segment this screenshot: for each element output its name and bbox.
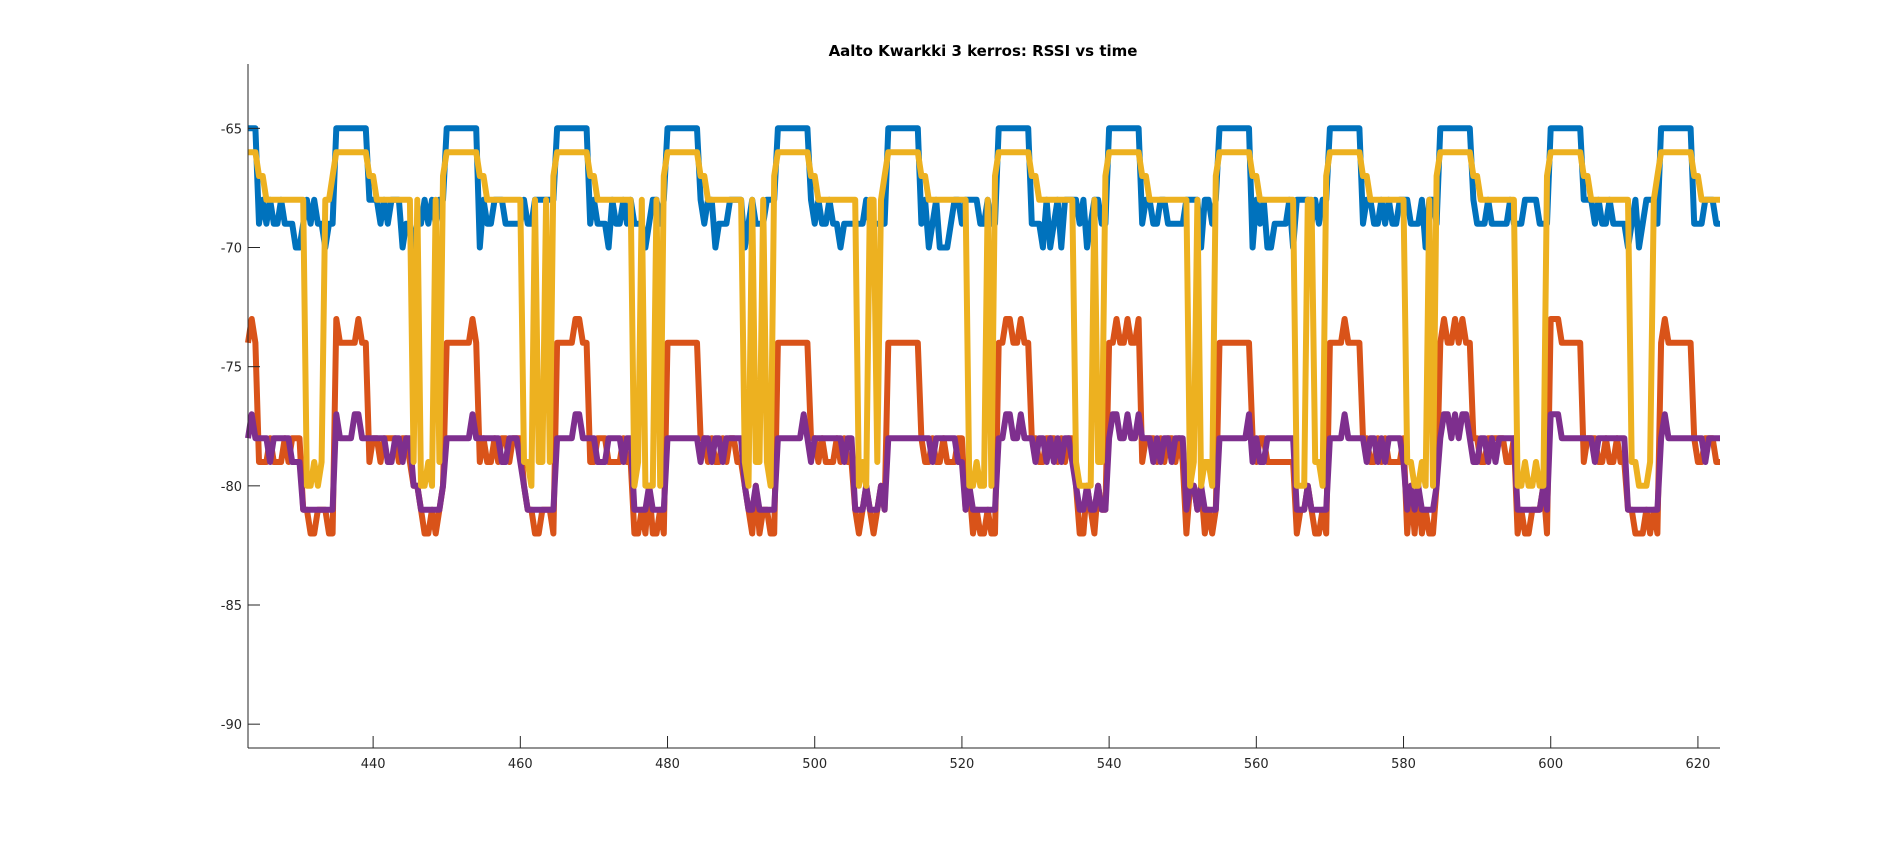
x-axis: 440 460 480 500 520 540 560 580 600 620 — [248, 736, 1720, 772]
x-tick-label: 480 — [655, 757, 680, 772]
plot-area — [245, 125, 1720, 537]
y-tick-label: -85 — [221, 599, 242, 614]
x-tick-label: 620 — [1686, 757, 1711, 772]
x-tick-label: 540 — [1097, 757, 1122, 772]
y-axis: -65 -70 -75 -80 -85 -90 — [221, 64, 260, 748]
x-tick-label: 560 — [1244, 757, 1269, 772]
y-tick-label: -70 — [221, 242, 242, 257]
x-tick-label: 520 — [950, 757, 975, 772]
series-yellow-line — [248, 149, 1720, 489]
series-blue-line — [248, 125, 1720, 251]
y-tick-label: -75 — [221, 361, 242, 376]
y-tick-label: -65 — [221, 122, 242, 137]
series-orange-line — [245, 316, 1720, 537]
x-tick-label: 500 — [802, 757, 827, 772]
chart-title: Aalto Kwarkki 3 kerros: RSSI vs time — [829, 42, 1138, 60]
x-tick-label: 440 — [361, 757, 386, 772]
x-tick-label: 460 — [508, 757, 533, 772]
y-tick-label: -80 — [221, 480, 242, 495]
series-purple-line — [245, 411, 1720, 513]
y-tick-label: -90 — [221, 718, 242, 733]
x-tick-label: 580 — [1391, 757, 1416, 772]
x-tick-label: 600 — [1538, 757, 1563, 772]
